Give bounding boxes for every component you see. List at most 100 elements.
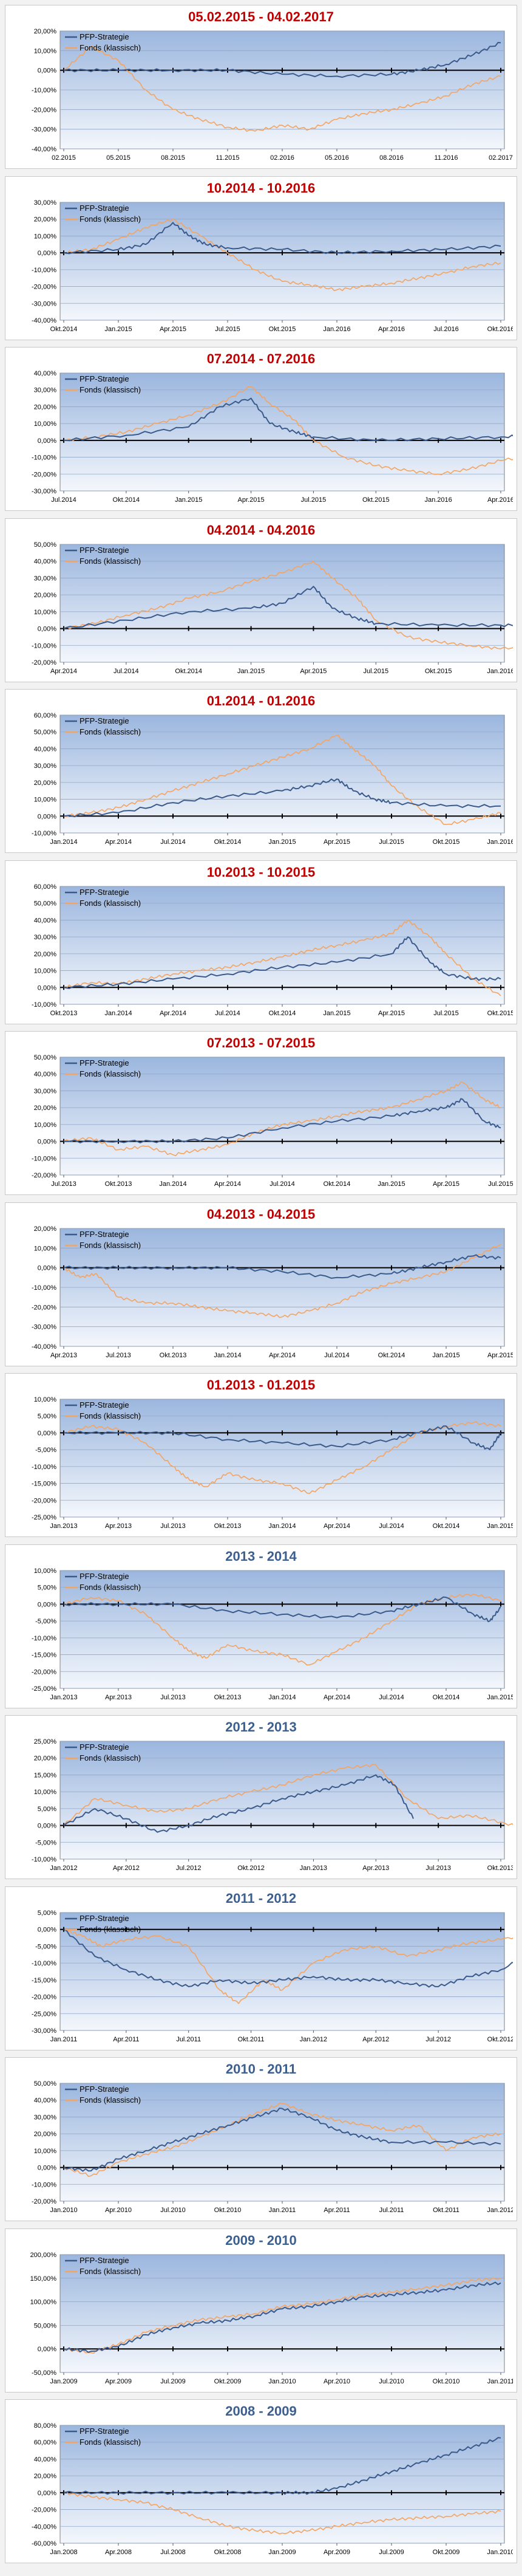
- series-line-fund: [63, 1593, 501, 1665]
- y-tick-label: 50,00%: [34, 541, 57, 549]
- chart-title: 2008 - 2009: [225, 2403, 297, 2419]
- y-tick-label: -20,00%: [32, 106, 56, 114]
- x-tick-label: Apr.2015: [160, 326, 186, 333]
- series-line-fund: [63, 2491, 501, 2535]
- y-tick-label: -20,00%: [32, 2507, 56, 2514]
- series-line-strategy: [63, 1774, 414, 1833]
- y-tick-label: 40,00%: [34, 1071, 57, 1078]
- y-tick-label: 0,00%: [38, 1264, 56, 1272]
- y-tick-label: 10,00%: [34, 1567, 57, 1575]
- y-tick-label: -5,00%: [35, 1618, 56, 1625]
- legend-label-strategy: PFP-Strategie: [80, 888, 129, 897]
- chart-title: 04.2014 - 04.2016: [206, 522, 316, 538]
- x-tick-label: Jul.2015: [379, 838, 404, 846]
- y-tick-label: -20,00%: [32, 1993, 56, 2001]
- y-tick-label: 40,00%: [34, 917, 57, 924]
- y-tick-label: -15,00%: [32, 1976, 56, 1984]
- y-tick-label: -20,00%: [32, 283, 56, 290]
- y-tick-label: -20,00%: [32, 471, 56, 478]
- y-tick-label: 10,00%: [34, 1789, 57, 1796]
- y-tick-label: 30,00%: [34, 387, 57, 394]
- y-tick-label: 10,00%: [34, 420, 57, 428]
- legend-label-fund: Fonds (klassisch): [80, 2437, 141, 2447]
- x-tick-label: Jan.2015: [378, 1180, 405, 1188]
- line-chart: 80,00% 60,00% 40,00% 20,00% 0,00% -20,00% -40,…: [32, 2422, 513, 2556]
- legend-label-strategy: PFP-Strategie: [80, 1400, 129, 1410]
- series-line-fund: [63, 2103, 501, 2177]
- x-tick-label: Jan.2011: [487, 2378, 513, 2385]
- y-tick-label: -20,00%: [32, 1304, 56, 1311]
- x-tick-label: Jan.2015: [487, 1694, 513, 1701]
- x-tick-label: Jul.2013: [160, 1523, 186, 1530]
- y-tick-label: 0,00%: [38, 813, 56, 820]
- chart-title: 10.2013 - 10.2015: [206, 864, 316, 880]
- x-tick-label: Okt.2009: [433, 2549, 460, 2556]
- x-tick-label: Jan.2014: [159, 1180, 186, 1188]
- plot-area: [59, 2254, 505, 2372]
- x-tick-label: Apr.2015: [238, 496, 265, 504]
- x-tick-label: Jul.2014: [215, 1010, 240, 1017]
- series-line-strategy: [63, 1596, 501, 1622]
- x-tick-label: Okt.2014: [214, 838, 242, 846]
- y-tick-label: -10,00%: [32, 1155, 56, 1162]
- chart-title: 2011 - 2012: [225, 1890, 297, 1906]
- x-tick-label: Jan.2015: [432, 1352, 459, 1359]
- y-tick-label: -10,00%: [32, 2181, 56, 2188]
- y-tick-label: 40,00%: [34, 558, 57, 565]
- x-tick-label: Apr.2014: [160, 1010, 186, 1017]
- y-tick-label: 30,00%: [34, 199, 57, 207]
- y-tick-label: 50,00%: [34, 2080, 57, 2088]
- x-tick-label: 05.2016: [325, 154, 349, 162]
- x-tick-label: Apr.2011: [113, 2036, 139, 2043]
- y-tick-label: -10,00%: [32, 642, 56, 649]
- legend-label-fund: Fonds (klassisch): [80, 43, 141, 52]
- x-tick-label: Jan.2016: [323, 326, 350, 333]
- chart-title: 07.2014 - 07.2016: [206, 351, 316, 366]
- x-tick-label: Apr.2009: [324, 2549, 350, 2556]
- x-tick-label: Okt.2013: [50, 1010, 78, 1017]
- y-tick-label: -10,00%: [32, 454, 56, 462]
- series-line-strategy: [63, 221, 501, 254]
- chart-stack: 05.02.2015 - 04.02.2017 20,00% 10,00% 0,00%…: [0, 5, 522, 2563]
- y-tick-label: 10,00%: [34, 233, 57, 240]
- x-tick-label: Jan.2012: [300, 2036, 327, 2043]
- y-tick-label: 20,00%: [34, 1755, 57, 1762]
- legend-label-strategy: PFP-Strategie: [80, 2427, 129, 2436]
- series-line-strategy: [63, 2108, 501, 2172]
- x-tick-label: Apr.2014: [324, 1694, 350, 1701]
- x-tick-label: 02.2017: [489, 154, 513, 162]
- x-tick-label: Jul.2010: [379, 2378, 404, 2385]
- legend-label-fund: Fonds (klassisch): [80, 2267, 141, 2276]
- x-tick-label: Jan.2013: [50, 1694, 77, 1701]
- x-tick-label: Jan.2014: [104, 1010, 132, 1017]
- series-line-fund: [63, 46, 501, 132]
- x-tick-label: Okt.2008: [214, 2549, 242, 2556]
- y-tick-label: 40,00%: [34, 370, 57, 377]
- legend-label-fund: Fonds (klassisch): [80, 1241, 141, 1250]
- plot-area: [59, 886, 505, 1004]
- y-tick-label: 5,00%: [38, 1806, 56, 1813]
- x-tick-label: Jul.2009: [379, 2549, 404, 2556]
- y-tick-label: -20,00%: [32, 1172, 56, 1179]
- line-chart: 20,00% 10,00% 0,00% -10,00% -20,00% -30,00% -4…: [32, 28, 513, 162]
- y-tick-label: -30,00%: [32, 2027, 56, 2035]
- x-tick-label: Okt.2013: [105, 1180, 132, 1188]
- legend-label-strategy: PFP-Strategie: [80, 204, 129, 213]
- x-tick-label: Jan.2014: [268, 1694, 296, 1701]
- y-tick-label: -20,00%: [32, 1668, 56, 1676]
- x-tick-label: Apr.2014: [269, 1352, 296, 1359]
- y-tick-label: 60,00%: [34, 712, 57, 719]
- y-tick-label: 20,00%: [34, 1225, 57, 1233]
- chart-title: 07.2013 - 07.2015: [206, 1035, 316, 1050]
- chart-title: 01.2014 - 01.2016: [206, 693, 316, 708]
- legend-label-fund: Fonds (klassisch): [80, 214, 141, 224]
- y-tick-label: 20,00%: [34, 216, 57, 223]
- chart-title: 2013 - 2014: [225, 1548, 297, 1564]
- x-tick-label: Jan.2010: [268, 2378, 296, 2385]
- x-tick-label: Okt.2014: [324, 1180, 351, 1188]
